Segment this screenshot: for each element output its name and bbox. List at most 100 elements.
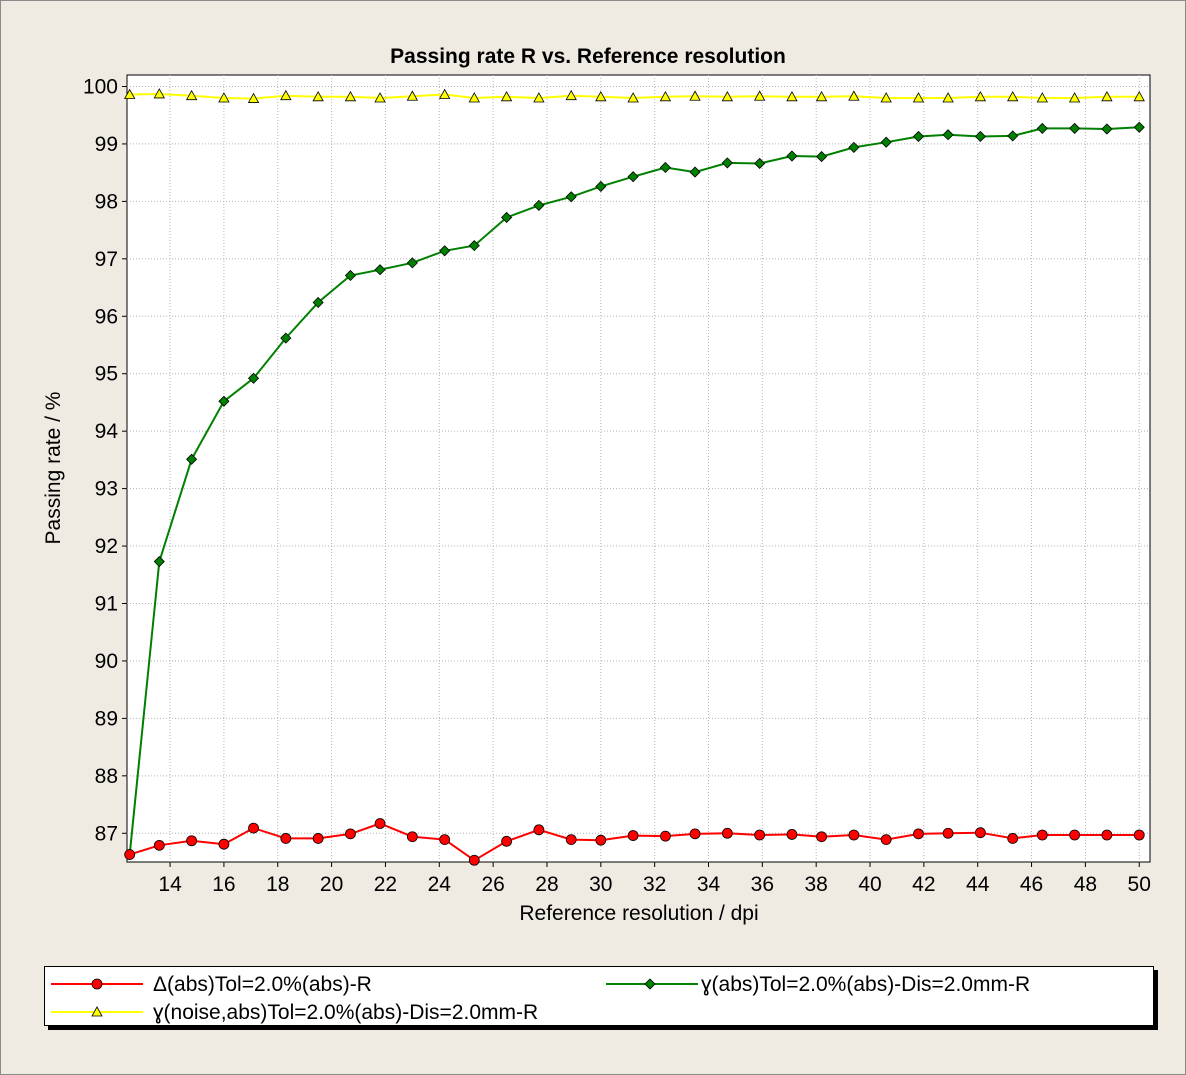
data-point bbox=[280, 89, 292, 101]
data-point bbox=[942, 827, 954, 839]
data-point bbox=[689, 166, 701, 178]
data-point bbox=[468, 92, 480, 103]
x-tick-label: 34 bbox=[697, 873, 721, 896]
data-point bbox=[406, 90, 419, 101]
series-layer bbox=[124, 88, 1145, 866]
series-gamma bbox=[124, 121, 1145, 861]
data-point bbox=[374, 818, 386, 829]
data-point bbox=[312, 91, 324, 102]
data-point bbox=[1036, 829, 1048, 841]
data-point bbox=[185, 89, 198, 101]
y-tick-label: 97 bbox=[95, 248, 118, 271]
data-point bbox=[721, 91, 734, 102]
x-tick-label: 46 bbox=[1020, 873, 1043, 896]
data-point bbox=[689, 90, 701, 101]
data-point bbox=[374, 264, 386, 276]
data-point bbox=[533, 199, 545, 211]
data-point bbox=[753, 90, 766, 101]
data-point bbox=[124, 88, 136, 99]
data-point bbox=[754, 157, 766, 170]
y-tick-label: 99 bbox=[95, 133, 118, 156]
triangle-marker-icon bbox=[91, 1006, 103, 1017]
data-point bbox=[786, 829, 798, 840]
data-point bbox=[815, 151, 828, 163]
legend-swatch-gamma-noise bbox=[51, 1006, 143, 1017]
data-point bbox=[595, 91, 607, 102]
chart: Passing rate R vs. Reference resolution … bbox=[42, 45, 1151, 925]
data-point bbox=[786, 91, 798, 102]
y-tick-label: 95 bbox=[95, 363, 118, 386]
data-point bbox=[533, 92, 545, 103]
data-point bbox=[974, 91, 987, 102]
data-point bbox=[186, 835, 198, 847]
data-point bbox=[912, 92, 925, 103]
y-tick-label: 91 bbox=[95, 592, 118, 615]
data-point bbox=[565, 834, 577, 845]
data-point bbox=[439, 245, 451, 257]
y-axis-ticks: 87 88 89 90 91 92 93 94 95 96 97 98 99 100 bbox=[83, 75, 127, 845]
data-point bbox=[1101, 829, 1113, 841]
data-point bbox=[595, 180, 607, 193]
x-tick-label: 50 bbox=[1128, 873, 1151, 896]
data-point bbox=[913, 828, 924, 840]
data-point bbox=[153, 839, 165, 851]
data-point bbox=[218, 92, 230, 103]
diamond-marker-icon bbox=[644, 978, 656, 990]
data-point bbox=[468, 854, 480, 866]
data-point bbox=[754, 829, 766, 841]
data-point bbox=[1133, 91, 1145, 102]
data-point bbox=[501, 835, 512, 847]
data-point bbox=[848, 829, 860, 841]
data-point bbox=[1069, 122, 1081, 134]
data-point bbox=[1007, 833, 1019, 844]
data-point bbox=[659, 91, 672, 102]
data-point bbox=[1133, 829, 1145, 841]
data-point bbox=[660, 830, 671, 842]
data-point bbox=[659, 161, 671, 174]
x-tick-label: 26 bbox=[481, 873, 504, 896]
data-point bbox=[974, 130, 986, 143]
x-axis-label: Reference resolution / dpi bbox=[519, 902, 758, 925]
data-point bbox=[280, 332, 292, 344]
data-point bbox=[312, 296, 324, 309]
data-point bbox=[344, 269, 357, 282]
legend-entry-delta: Δ(abs)Tol=2.0%(abs)-R bbox=[49, 971, 589, 997]
x-tick-label: 38 bbox=[804, 873, 827, 896]
x-tick-label: 48 bbox=[1074, 873, 1097, 896]
data-point bbox=[280, 833, 292, 844]
data-point bbox=[1101, 123, 1113, 135]
data-point bbox=[627, 171, 639, 183]
data-point bbox=[406, 831, 418, 843]
data-point bbox=[627, 92, 639, 103]
legend-label-gamma-noise: ɣ(noise,abs)Tol=2.0%(abs)-Dis=2.0mm-R bbox=[153, 1001, 539, 1024]
data-point bbox=[942, 129, 954, 141]
data-point bbox=[533, 824, 545, 836]
data-point bbox=[565, 89, 577, 101]
legend: Δ(abs)Tol=2.0%(abs)-R ɣ(abs)Tol=2.0%(abs… bbox=[44, 966, 1154, 1026]
data-point bbox=[1068, 92, 1081, 103]
data-point bbox=[1101, 91, 1113, 102]
data-point bbox=[1007, 130, 1019, 142]
x-tick-label: 40 bbox=[858, 873, 881, 896]
data-point bbox=[815, 91, 828, 102]
data-point bbox=[374, 92, 386, 103]
data-point bbox=[721, 157, 733, 169]
data-point bbox=[218, 395, 230, 407]
data-point bbox=[974, 827, 986, 839]
x-tick-label: 30 bbox=[589, 873, 612, 896]
legend-swatch-gamma bbox=[606, 978, 698, 990]
data-point bbox=[1007, 91, 1019, 102]
data-point bbox=[438, 88, 451, 99]
data-point bbox=[218, 838, 230, 850]
data-point bbox=[501, 211, 513, 224]
data-point bbox=[848, 90, 860, 101]
x-axis-ticks: 14 16 18 20 22 24 26 28 30 32 34 36 38 40 42 44 46 48 50 bbox=[158, 862, 1151, 896]
y-tick-label: 90 bbox=[95, 650, 118, 673]
data-point bbox=[786, 150, 798, 162]
data-point bbox=[248, 822, 259, 834]
x-tick-label: 44 bbox=[966, 873, 990, 896]
legend-entry-gamma-noise: ɣ(noise,abs)Tol=2.0%(abs)-Dis=2.0mm-R bbox=[49, 999, 749, 1025]
data-point bbox=[124, 849, 136, 860]
legend-entry-gamma: ɣ(abs)Tol=2.0%(abs)-Dis=2.0mm-R bbox=[604, 971, 1144, 997]
data-point bbox=[439, 834, 451, 845]
